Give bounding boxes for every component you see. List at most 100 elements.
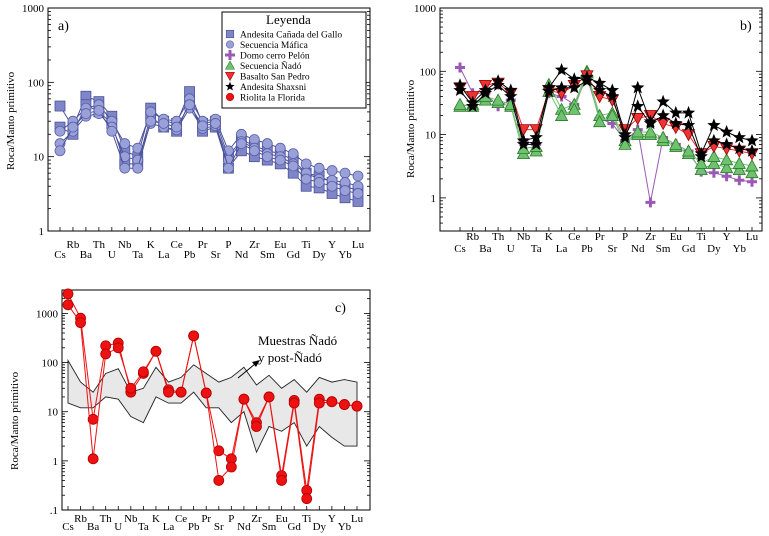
data-point	[631, 125, 645, 138]
panel-b-label: b)	[740, 19, 752, 34]
x-tick-label: Y	[723, 231, 731, 243]
x-tick-label: Nd	[237, 521, 251, 533]
legend-label: Domo cerro Pelón	[240, 52, 310, 62]
legend-item: Andesita Cañada del Gallo	[225, 29, 342, 41]
panel-c-gridticks: .1 1 10 100 1000	[36, 289, 370, 517]
x-tick-label: Sr	[211, 249, 221, 261]
x-tick-label: Y	[328, 513, 336, 525]
x-tick-label: La	[163, 521, 175, 533]
x-tick-label: Lu	[746, 231, 759, 243]
data-point	[707, 156, 721, 169]
data-point	[313, 177, 325, 188]
panel-c-annotation-line1: Muestras Ñadó	[258, 333, 337, 348]
x-tick-label: Gd	[287, 521, 301, 533]
x-tick-label: Eu	[274, 239, 287, 251]
y-tick-label: 100	[420, 66, 437, 78]
data-point	[681, 118, 696, 131]
x-tick-label: Sm	[260, 249, 275, 261]
data-point	[263, 391, 275, 403]
data-point	[313, 162, 325, 174]
data-point	[62, 288, 74, 300]
y-tick-label: 100	[42, 358, 59, 370]
data-point	[300, 173, 312, 185]
data-point	[478, 86, 492, 99]
annotation-arrow	[237, 363, 256, 379]
legend-item: Andesita Shaxsni	[225, 81, 307, 93]
data-point	[175, 386, 187, 398]
series-line	[59, 97, 359, 177]
data-point	[656, 118, 670, 131]
data-point	[592, 114, 607, 128]
panel-a-series	[54, 86, 364, 207]
x-tick-label: P	[225, 239, 231, 251]
data-point	[188, 330, 200, 342]
x-tick-label: Lu	[352, 239, 365, 251]
series-4	[54, 99, 364, 199]
x-tick-label: Nd	[235, 249, 249, 261]
x-tick-label: Ta	[138, 521, 149, 533]
panel-a-frame	[47, 7, 371, 232]
data-point	[145, 106, 157, 118]
data-point	[261, 138, 273, 149]
data-point	[274, 154, 286, 166]
y-tick-label: 1000	[36, 308, 59, 320]
legend-marker	[225, 50, 235, 60]
legend-label: Basalto San Pedro	[240, 73, 310, 83]
panel-b-gridticks: 1 10 100 1000	[414, 3, 762, 232]
envelope-area	[67, 358, 358, 454]
x-tick-label: Sr	[607, 243, 617, 255]
data-point	[745, 144, 759, 157]
x-tick-label: Gd	[286, 249, 300, 261]
data-point	[125, 382, 137, 394]
data-point	[62, 299, 74, 311]
data-point	[184, 99, 195, 111]
x-tick-label: Ba	[479, 243, 491, 255]
data-point	[339, 399, 350, 410]
data-point	[171, 121, 183, 133]
data-point	[213, 475, 225, 486]
x-tick-label: Nb	[118, 239, 132, 251]
data-point	[745, 165, 759, 179]
data-point	[67, 121, 79, 133]
legend-label: Andesita Shaxsni	[240, 83, 307, 93]
data-point	[210, 118, 221, 129]
x-tick-label: Sm	[656, 243, 671, 255]
panel-c-series	[62, 288, 363, 505]
x-tick-label: Y	[328, 239, 336, 251]
data-point	[288, 397, 300, 409]
panel-c-frame	[61, 289, 371, 511]
x-tick-label: Gd	[682, 243, 696, 255]
y-tick-label: 10	[47, 407, 59, 419]
legend-marker	[225, 81, 235, 91]
data-point	[54, 145, 66, 157]
x-tick-label: Pr	[198, 239, 208, 251]
series-line	[59, 103, 359, 194]
y-tick-label: 100	[28, 77, 45, 89]
data-point	[719, 160, 734, 174]
data-point	[567, 80, 581, 94]
x-tick-label: Cs	[454, 243, 466, 255]
legend-marker	[225, 29, 235, 39]
x-tick-label: Rb	[466, 231, 479, 243]
x-tick-label: Ce	[175, 513, 187, 525]
y-tick-label: .1	[50, 505, 58, 517]
data-point	[631, 113, 645, 126]
data-point	[491, 78, 505, 91]
data-point	[339, 185, 351, 196]
data-point	[656, 108, 670, 122]
data-point	[200, 387, 212, 399]
legend-item: Basalto San Pedro	[224, 71, 310, 83]
x-tick-label: Zr	[251, 513, 262, 525]
panel-c-ylabel: Roca/Manto primitivo	[9, 371, 21, 470]
panel-b-frame	[439, 7, 763, 232]
data-point	[453, 97, 467, 110]
data-point	[225, 461, 237, 473]
data-point	[643, 125, 658, 138]
x-tick-label: La	[158, 249, 170, 261]
data-point	[554, 80, 569, 94]
x-tick-label: P	[622, 231, 628, 243]
data-point	[669, 137, 683, 150]
panel-b-xlabels: CsRbBaThUNbTaKLaCePbPrSrPNdZrSmEuGdTiDyY…	[454, 227, 759, 255]
x-tick-label: Pb	[184, 249, 196, 261]
